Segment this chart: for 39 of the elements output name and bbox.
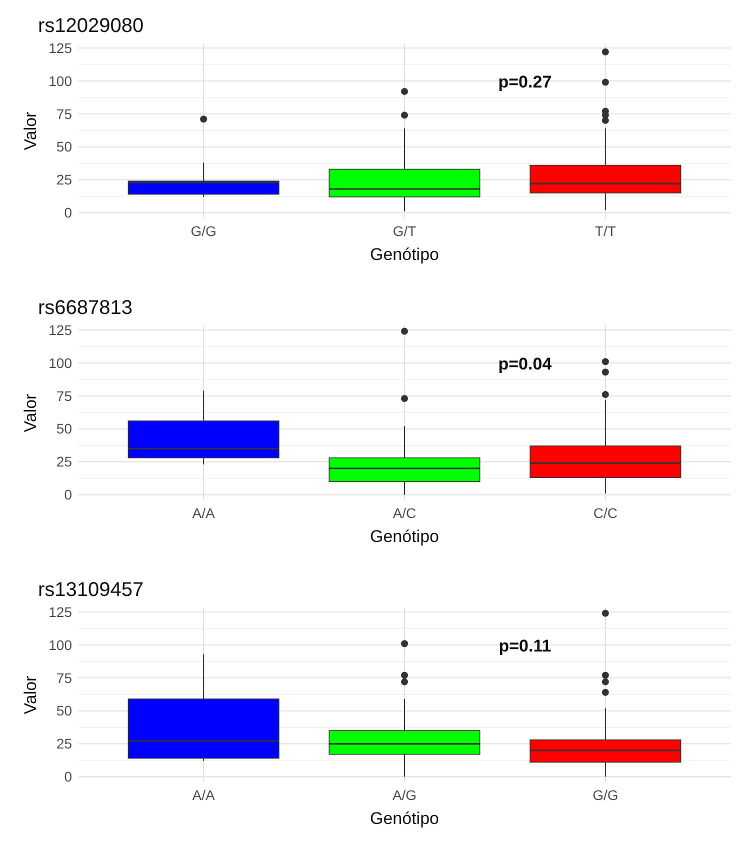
y-tick-label: 125: [48, 604, 72, 620]
y-axis-title: Valor: [21, 111, 40, 150]
x-tick-label: T/T: [594, 223, 616, 239]
y-tick-label: 125: [48, 40, 72, 56]
annotation: p=0.27: [498, 72, 552, 92]
x-tick-label: C/C: [593, 505, 618, 521]
y-tick-label: 50: [56, 702, 72, 719]
annotation: p=0.04: [498, 354, 552, 374]
x-tick-label: A/A: [192, 505, 216, 521]
y-tick-label: 100: [48, 636, 72, 653]
y-tick-label: 0: [64, 486, 72, 503]
y-tick-label: 75: [56, 106, 72, 122]
y-tick-label: 0: [64, 768, 72, 785]
chart-title: rs6687813: [38, 297, 133, 319]
y-axis-title: Valor: [21, 393, 40, 432]
chart-title: rs13109457: [38, 579, 144, 601]
annotation: p=0.11: [498, 636, 552, 656]
y-tick-label: 25: [56, 172, 72, 188]
x-tick-label: A/A: [192, 787, 216, 803]
x-tick-label: A/C: [392, 505, 416, 521]
y-tick-label: 50: [56, 420, 72, 437]
x-tick-label: G/G: [592, 787, 618, 803]
x-axis-title: Genótipo: [370, 245, 439, 264]
x-axis-title: Genótipo: [370, 809, 439, 828]
y-tick-label: 25: [56, 454, 72, 470]
y-tick-label: 0: [64, 204, 72, 221]
y-tick-label: 100: [48, 72, 72, 89]
chart-title: rs12029080: [38, 15, 144, 37]
x-tick-label: A/G: [392, 787, 417, 803]
x-axis-title: Genótipo: [370, 527, 439, 546]
y-tick-label: 75: [56, 670, 72, 686]
y-axis-title: Valor: [21, 675, 40, 714]
y-tick-label: 25: [56, 736, 72, 752]
y-tick-label: 50: [56, 138, 72, 155]
y-tick-label: 125: [48, 322, 72, 338]
x-tick-label: G/T: [392, 223, 417, 239]
x-tick-label: G/G: [190, 223, 216, 239]
y-tick-label: 75: [56, 388, 72, 404]
y-tick-label: 100: [48, 354, 72, 371]
